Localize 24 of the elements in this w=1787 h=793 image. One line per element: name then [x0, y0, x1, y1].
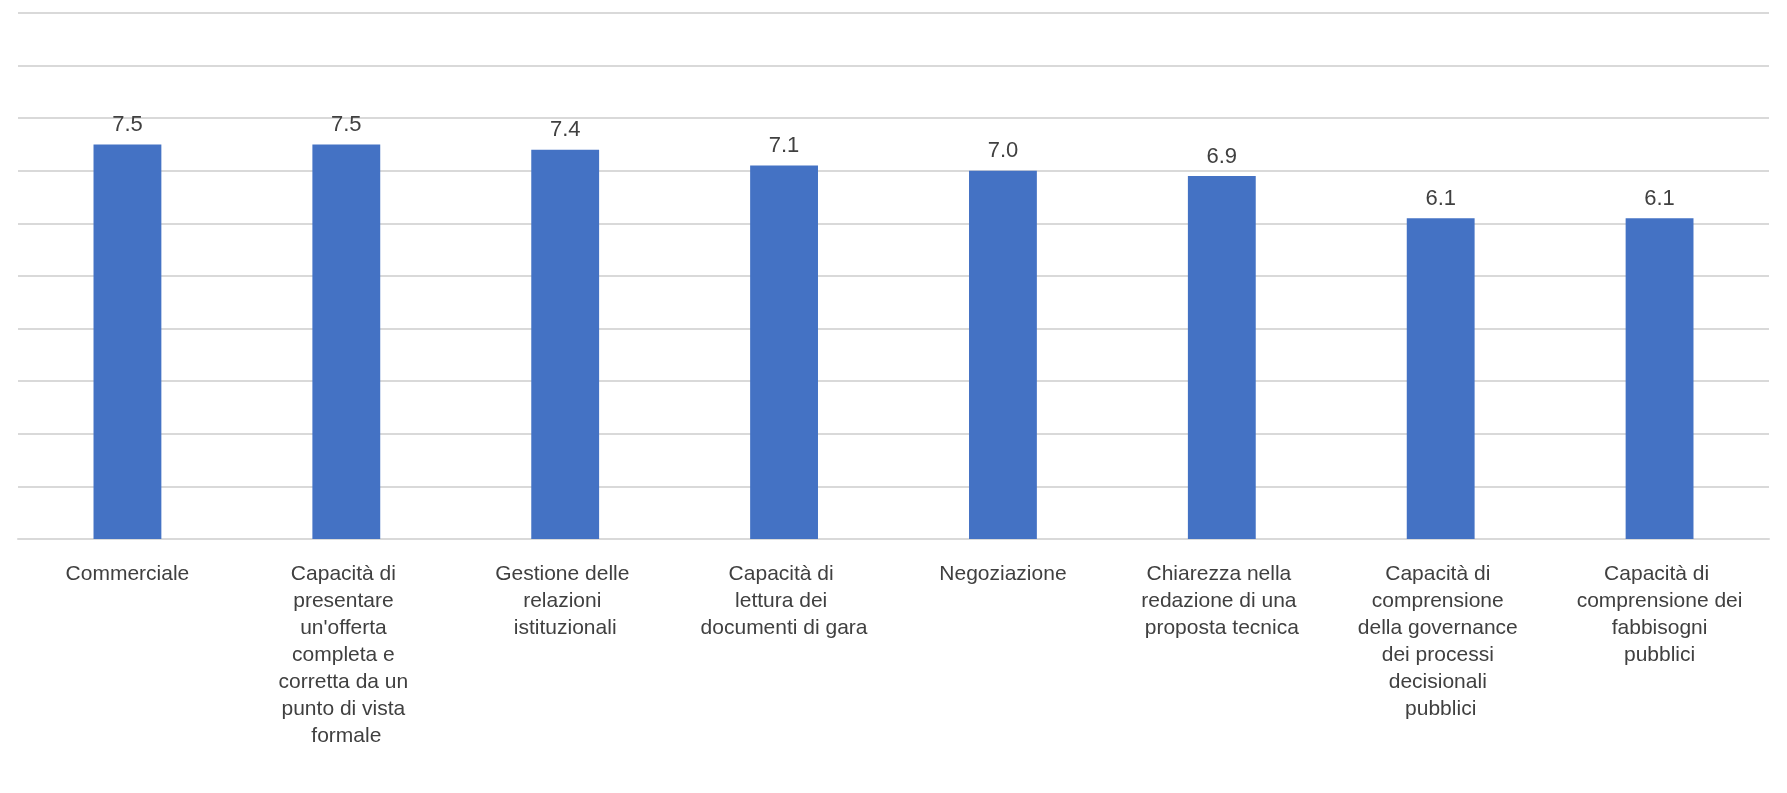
data-label: 7.5	[331, 111, 362, 136]
data-label: 7.1	[768, 132, 800, 158]
bar	[531, 149, 600, 539]
bar	[750, 165, 818, 539]
x-tick-label: Capacità di comprensione della governance dei processi decisionali pubblici	[1357, 561, 1524, 719]
x-tick-label: Negoziazione	[939, 561, 1067, 584]
bar	[93, 144, 162, 539]
data-label: 7.0	[987, 137, 1019, 163]
data-label: 7.4	[549, 116, 581, 142]
bar	[1187, 176, 1256, 539]
bar	[312, 144, 381, 539]
data-label: 6.1	[1644, 184, 1675, 210]
bar	[1625, 218, 1694, 539]
x-tick-label: Chiarezza nella redazione di una proposta tecnica	[1141, 561, 1303, 638]
data-label: 7.5	[112, 111, 143, 136]
bar	[969, 170, 1037, 539]
x-tick-label: Commerciale	[65, 561, 190, 584]
data-label: 6.9	[1206, 142, 1238, 168]
x-tick-label: Capacità di lettura dei documenti di gara	[700, 561, 868, 638]
x-tick-label: Capacità di presentare un'offerta completa e corretta da un punto di vista formale	[278, 561, 415, 746]
x-tick-label: Capacità di comprensione dei fabbisogni pubblici	[1576, 561, 1743, 665]
data-label: 6.1	[1425, 184, 1456, 210]
x-tick-label: Gestione delle relazioni istituzionali	[495, 561, 636, 638]
bar	[1406, 218, 1475, 539]
